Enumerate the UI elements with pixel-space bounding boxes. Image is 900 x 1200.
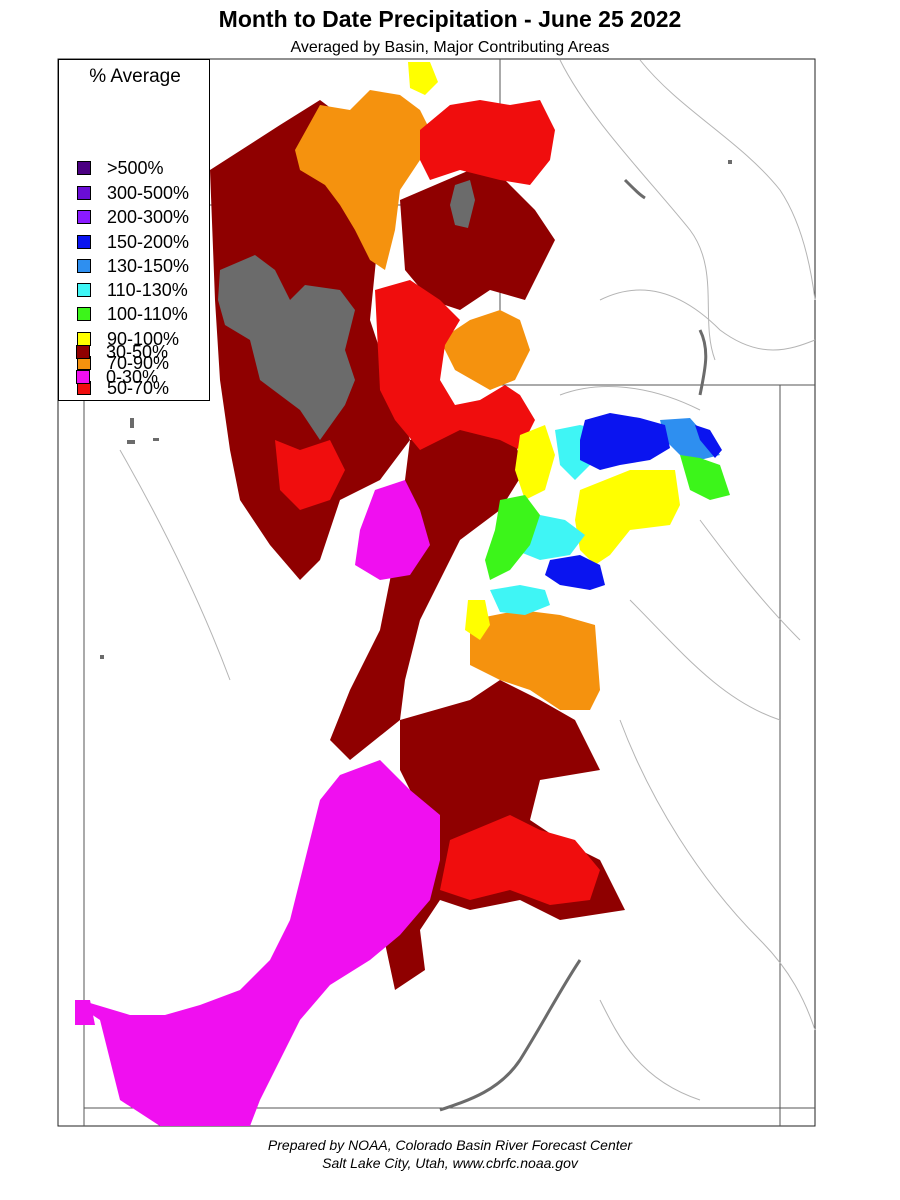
map-subtitle: Averaged by Basin, Major Contributing Ar…	[290, 39, 610, 56]
basin-90-100-top	[408, 62, 438, 95]
legend-label: 150-200%	[107, 231, 190, 252]
legend-label: 130-150%	[107, 255, 190, 276]
map-title: Month to Date Precipitation - June 25 20…	[218, 6, 682, 32]
basin-90-100-central	[515, 425, 555, 500]
legend-swatch	[77, 283, 91, 297]
legend-item-200-300: 200-300%	[77, 206, 189, 228]
footer-address: Salt Lake City, Utah, www.cbrfc.noaa.gov	[322, 1155, 578, 1171]
basin-50-70-west	[275, 440, 345, 510]
basin-90-100-east	[575, 470, 680, 565]
footer-credit: Prepared by NOAA, Colorado Basin River F…	[267, 1137, 633, 1153]
legend-item-300-500: 300-500%	[77, 182, 189, 204]
basin-100-110-east	[680, 455, 730, 500]
basin-100-110-center	[485, 495, 540, 580]
no-data-region-lake	[450, 180, 475, 228]
lake-dots	[100, 160, 732, 659]
legend-swatch	[76, 345, 90, 359]
basin-50-70-north	[420, 100, 555, 185]
basin-150-200-east	[580, 413, 670, 470]
legend-label: 30-50%	[106, 341, 169, 362]
legend-swatch	[77, 186, 91, 200]
legend-label: 110-130%	[107, 279, 188, 300]
no-data-region-large	[218, 255, 355, 440]
legend-item-0-30: 0-30%	[76, 366, 158, 388]
legend: % Average >500% 300-500% 200-300% 150-20…	[58, 59, 210, 401]
legend-item-150-200: 150-200%	[77, 231, 189, 253]
legend-label: 0-30%	[106, 366, 159, 387]
legend-label: >500%	[107, 157, 164, 178]
legend-item-90-100: 90-100%	[77, 328, 179, 350]
legend-item-130-150: 130-150%	[77, 255, 189, 277]
legend-label: 300-500%	[107, 182, 190, 203]
basin-30-50-north	[400, 170, 555, 310]
legend-label: 100-110%	[107, 303, 188, 324]
legend-label: 90-100%	[107, 328, 180, 349]
legend-item-30-50: 30-50%	[76, 341, 168, 363]
basin-0-30-center	[355, 480, 430, 580]
legend-label: 50-70%	[107, 377, 170, 398]
basin-70-90-south	[470, 610, 600, 710]
river-lines	[119, 59, 816, 1101]
basin-70-90-north	[295, 90, 430, 270]
water-features	[439, 178, 708, 1112]
basin-70-90-center	[440, 310, 530, 390]
legend-label: 70-90%	[107, 352, 170, 373]
basin-50-70-center	[375, 280, 535, 450]
basin-30-50-central	[330, 420, 525, 760]
basin-90-100-south	[465, 600, 490, 640]
legend-swatch	[77, 210, 91, 224]
legend-swatch	[77, 259, 91, 273]
legend-title: % Average	[89, 66, 181, 87]
legend-item-110-130: 110-130%	[77, 279, 188, 301]
legend-swatch	[76, 370, 90, 384]
basin-110-130-south	[490, 585, 550, 615]
basin-0-30-south	[80, 760, 440, 1126]
basin-150-200-south	[545, 555, 605, 590]
basin-130-150-east	[660, 418, 720, 460]
legend-item-50-70: 50-70%	[77, 377, 169, 399]
legend-item-500-plus: >500%	[77, 157, 164, 179]
legend-label: 200-300%	[107, 206, 190, 227]
legend-item-70-90: 70-90%	[77, 352, 169, 374]
legend-swatch	[77, 307, 91, 321]
legend-item-100-110: 100-110%	[77, 303, 188, 325]
basin-150-200-ne	[695, 425, 722, 458]
legend-swatch	[77, 235, 91, 249]
basin-50-70-south	[440, 815, 600, 905]
basin-0-30-edge	[75, 1000, 95, 1025]
legend-swatch	[77, 161, 91, 175]
